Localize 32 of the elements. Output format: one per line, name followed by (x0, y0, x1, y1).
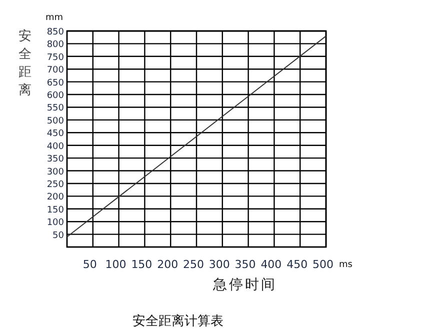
y-tick-label: 650 (46, 78, 64, 88)
y-tick-label: 250 (46, 180, 64, 190)
y-tick-label: 100 (46, 218, 64, 228)
y-axis-title: 安全距离 (18, 28, 32, 98)
y-tick-label: 400 (46, 142, 64, 152)
y-tick-label: 850 (46, 28, 64, 38)
y-tick-label: 350 (46, 154, 64, 165)
y-tick-label: 300 (46, 167, 64, 178)
y-tick-label: 700 (46, 66, 64, 76)
x-axis-title: 急停时间 (212, 277, 277, 293)
x-tick-label: 50 (82, 258, 97, 271)
y-tick-label: 450 (46, 129, 64, 140)
y-tick-label: 800 (46, 40, 64, 50)
text: ms (339, 260, 353, 270)
y-tick-label: 750 (46, 52, 64, 63)
y-tick-label: 200 (46, 192, 64, 203)
y-tick-label: 600 (46, 91, 64, 102)
x-tick-label: 350 (234, 258, 256, 271)
x-tick-label: 250 (183, 258, 204, 271)
x-tick-label: 400 (260, 258, 282, 271)
x-tick-label: 150 (131, 258, 152, 271)
x-tick-label: 450 (286, 258, 308, 271)
x-tick-label: 200 (157, 258, 178, 271)
text: mm (45, 13, 63, 23)
y-tick-label: 550 (46, 104, 64, 114)
x-tick-label: 300 (208, 258, 230, 271)
y-tick-label: 150 (46, 205, 64, 216)
x-tick-label: 500 (312, 258, 334, 271)
text: 安全距离计算表 (132, 313, 224, 329)
y-tick-label: 500 (46, 116, 64, 126)
y-tick-label: 50 (52, 230, 64, 241)
x-tick-label: 100 (105, 258, 126, 271)
